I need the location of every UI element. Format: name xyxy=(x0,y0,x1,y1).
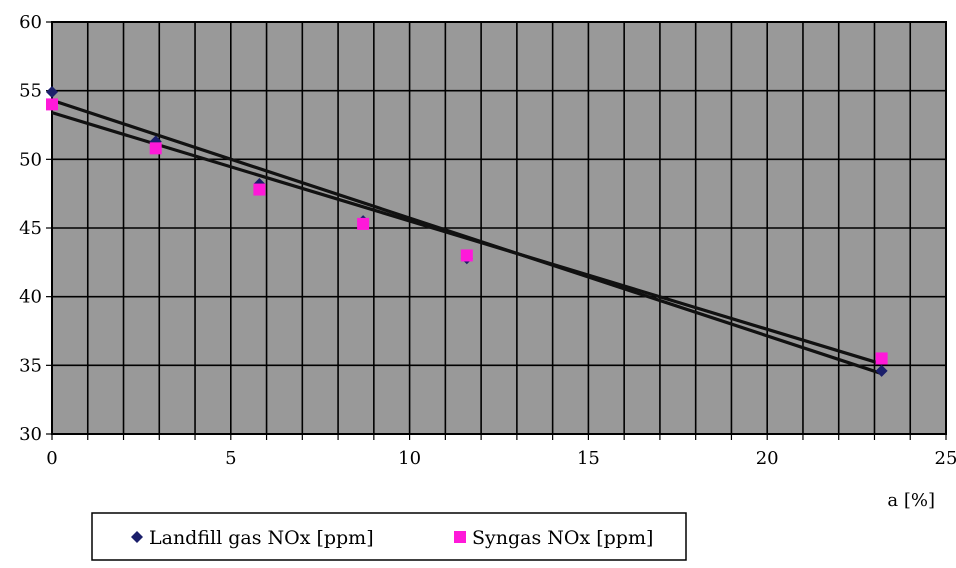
x-tick-label: 0 xyxy=(46,448,57,469)
legend-marker-series-1 xyxy=(131,531,143,543)
legend-marker-series-2 xyxy=(454,531,466,543)
y-tick-label: 40 xyxy=(19,287,42,308)
data-point-series-1 xyxy=(875,364,888,377)
data-point-series-2 xyxy=(46,98,58,111)
plot-area xyxy=(51,21,947,435)
legend-label-series-2: Syngas NOx [ppm] xyxy=(472,527,653,549)
x-tick-label: 20 xyxy=(756,448,779,469)
data-point-series-2 xyxy=(460,249,473,262)
y-tick-label: 50 xyxy=(19,149,42,170)
y-tick-label: 30 xyxy=(19,424,42,445)
x-tick-label: 15 xyxy=(577,448,600,469)
y-tick-label: 60 xyxy=(19,12,42,33)
data-point-series-2 xyxy=(253,183,266,196)
x-tick-label: 5 xyxy=(225,448,236,469)
legend-label-series-1: Landfill gas NOx [ppm] xyxy=(149,527,374,549)
x-tick-label: 10 xyxy=(398,448,421,469)
data-point-series-2 xyxy=(875,352,888,365)
legend: Landfill gas NOx [ppm] Syngas NOx [ppm] xyxy=(91,512,687,561)
series-layer xyxy=(46,86,888,377)
y-tick-label: 45 xyxy=(19,218,42,239)
y-tick-label: 55 xyxy=(19,81,42,102)
data-point-series-2 xyxy=(357,217,370,230)
legend-box xyxy=(91,512,687,561)
legend-items: Landfill gas NOx [ppm] Syngas NOx [ppm] xyxy=(131,527,653,549)
x-axis-title: a [%] xyxy=(887,490,935,511)
data-point-series-2 xyxy=(149,142,162,155)
axes: 0 5 10 15 20 25 30 35 40 45 50 55 60 xyxy=(19,12,956,469)
data-point-series-1 xyxy=(46,86,58,99)
x-tick-label: 25 xyxy=(935,448,956,469)
y-tick-label: 35 xyxy=(19,355,42,376)
trendline-series-2 xyxy=(51,111,883,366)
